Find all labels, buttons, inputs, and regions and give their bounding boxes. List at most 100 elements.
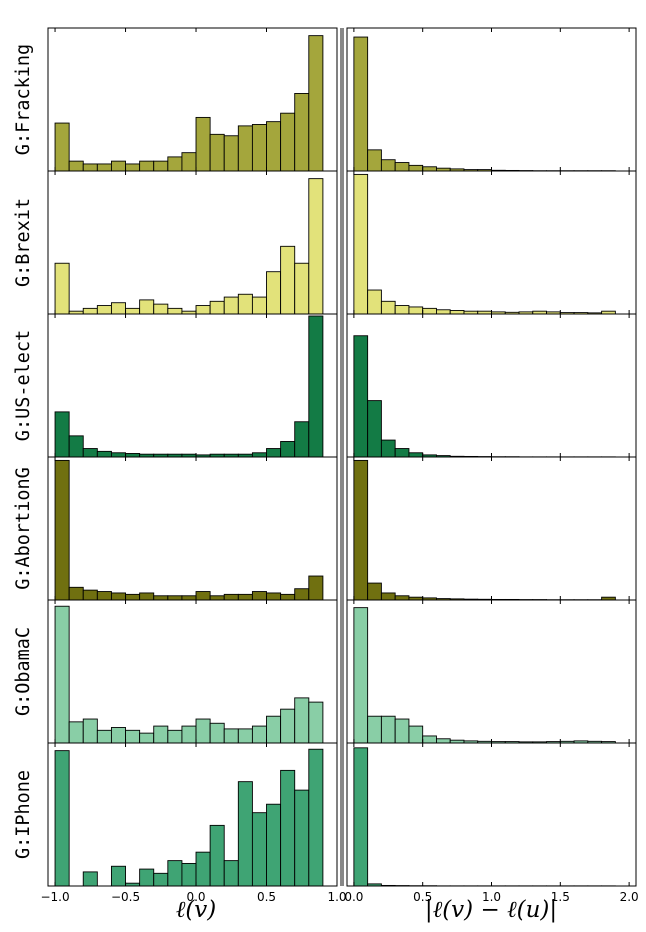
histogram-bar xyxy=(422,166,437,172)
histogram-bar xyxy=(68,721,84,744)
histogram-bar xyxy=(110,452,126,458)
histogram-bar xyxy=(110,160,126,172)
histogram-bar xyxy=(294,789,310,887)
row-label: G:ObamaC xyxy=(13,627,34,716)
histogram-bar xyxy=(153,160,169,172)
histogram-bar xyxy=(394,448,410,458)
histogram-bar xyxy=(82,718,98,744)
histogram-bar xyxy=(139,160,155,172)
histogram-bar xyxy=(237,781,253,887)
histogram-bar xyxy=(308,748,324,887)
panel-left-row-3 xyxy=(47,313,338,458)
histogram-bar xyxy=(280,769,296,887)
histogram-bar xyxy=(125,453,141,458)
histogram-bar xyxy=(422,307,437,315)
histogram-bar xyxy=(167,307,183,315)
histogram-bar xyxy=(167,156,183,172)
histogram-bar xyxy=(380,300,396,315)
histogram-bar xyxy=(449,310,465,315)
panel-right-row-2 xyxy=(346,170,637,315)
histogram-bar xyxy=(308,315,324,458)
histogram-bar xyxy=(82,589,98,601)
histogram-bar xyxy=(294,421,310,458)
histogram-bar xyxy=(308,575,324,601)
histogram-bar xyxy=(110,592,126,601)
histogram-bar xyxy=(353,173,369,315)
histogram-bar xyxy=(380,439,396,458)
histogram-bar xyxy=(294,588,310,601)
histogram-bar xyxy=(96,591,112,601)
x-tick-label: 1.0 xyxy=(482,890,501,904)
histogram-bar xyxy=(68,160,84,172)
panel-frame xyxy=(47,313,338,458)
histogram-bar xyxy=(125,307,141,315)
histogram-bar xyxy=(408,164,424,172)
row-label: G:US-elect xyxy=(13,330,34,441)
histogram-bar xyxy=(394,595,410,601)
histogram-bar xyxy=(251,591,267,601)
histogram-bar xyxy=(54,122,70,172)
histogram-bar xyxy=(280,708,296,744)
histogram-bar xyxy=(181,595,197,601)
x-tick-label: 2.0 xyxy=(620,890,639,904)
histogram-bar xyxy=(96,163,112,172)
labels-group: G:Fracking G:Brexit G:US-elect G:AbortionG G… xyxy=(13,28,639,904)
histogram-bar xyxy=(209,824,225,887)
histogram-bar xyxy=(153,725,169,744)
histogram-bar xyxy=(251,124,267,172)
panel-left-row-4 xyxy=(47,456,338,601)
histogram-bar xyxy=(266,592,282,601)
histogram-bar xyxy=(394,305,410,315)
histogram-bar xyxy=(82,448,98,458)
histogram-bar xyxy=(237,125,253,172)
x-tick-label: 0.0 xyxy=(344,890,363,904)
histogram-bar xyxy=(54,459,70,601)
panel-frame xyxy=(346,456,637,601)
histogram-bar xyxy=(353,607,369,744)
histogram-bar xyxy=(125,729,141,744)
histogram-bar xyxy=(181,862,197,887)
panel-right-row-3 xyxy=(346,313,637,458)
panel-frame xyxy=(346,742,637,887)
panel-right-row-6 xyxy=(346,742,637,887)
histogram-bar xyxy=(139,592,155,601)
histogram-bar xyxy=(139,868,155,887)
x-tick-label: −1.0 xyxy=(40,890,69,904)
histogram-bar xyxy=(266,121,282,172)
histogram-bar xyxy=(54,262,70,315)
histogram-bar xyxy=(167,729,183,744)
histogram-bar xyxy=(96,305,112,315)
histogram-bar xyxy=(68,435,84,458)
x-tick-label: 0.5 xyxy=(257,890,276,904)
histogram-bar xyxy=(266,803,282,887)
histogram-bar xyxy=(181,152,197,172)
panel-right-row-1 xyxy=(346,27,637,172)
histogram-bar xyxy=(96,450,112,458)
histogram-bar xyxy=(223,135,239,172)
histogram-bar xyxy=(367,582,382,601)
histogram-bar xyxy=(82,871,98,887)
histogram-bar xyxy=(82,307,98,315)
panel-left-row-1 xyxy=(47,27,338,172)
histogram-bar xyxy=(408,725,424,744)
histogram-bar xyxy=(167,860,183,887)
histogram-bar xyxy=(380,715,396,744)
histogram-bar xyxy=(294,92,310,172)
panel-frame xyxy=(346,313,637,458)
panel-frame xyxy=(47,742,338,887)
histogram-bar xyxy=(294,262,310,315)
x-tick-label: 1.5 xyxy=(551,890,570,904)
panel-frame xyxy=(346,27,637,172)
panel-left-row-2 xyxy=(47,170,338,315)
histogram-bar xyxy=(353,747,369,887)
histogram-bar xyxy=(153,595,169,601)
histogram-bar xyxy=(223,593,239,601)
histogram-bar xyxy=(251,296,267,315)
histogram-bar xyxy=(110,865,126,887)
row-label: G:IPhone xyxy=(13,770,34,859)
histogram-bar xyxy=(280,245,296,315)
histogram-bar xyxy=(110,727,126,744)
histogram-bar xyxy=(380,159,396,172)
row-label: G:Brexit xyxy=(13,198,34,287)
panel-frame xyxy=(346,170,637,315)
